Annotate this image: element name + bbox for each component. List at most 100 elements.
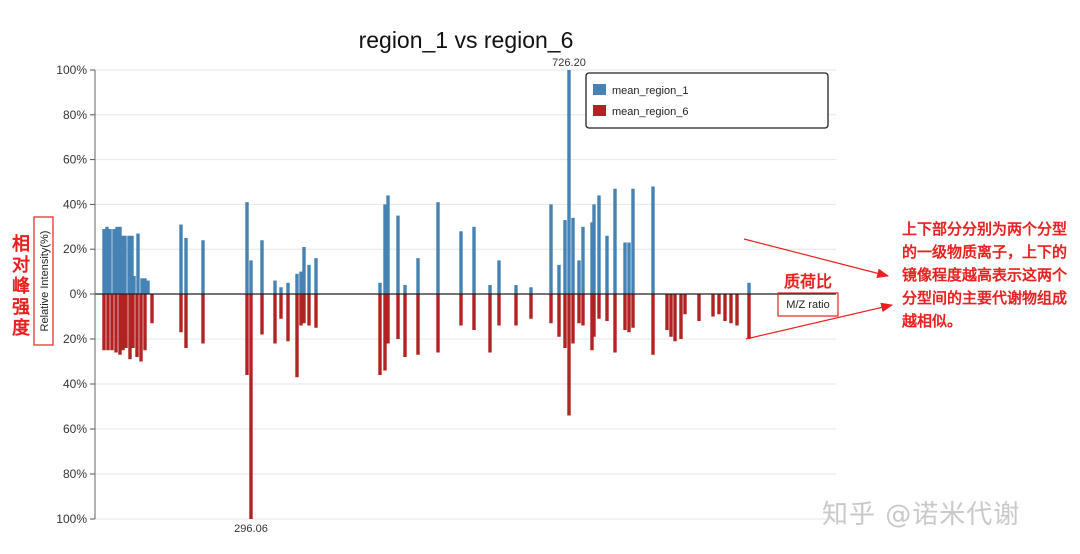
bar-region-6 <box>314 294 318 328</box>
bar-region-6 <box>679 294 683 339</box>
bar-region-6 <box>567 294 571 416</box>
bar-region-6 <box>139 294 143 362</box>
bar-region-6 <box>386 294 390 344</box>
bar-region-6 <box>131 294 135 348</box>
bar-region-1 <box>436 202 440 294</box>
bar-region-1 <box>279 287 283 294</box>
bar-region-1 <box>314 258 318 294</box>
bar-region-6 <box>651 294 655 355</box>
y-axis-cn-annotation: 相对峰强度 <box>12 234 30 339</box>
legend: mean_region_1 mean_region_6 <box>585 72 829 129</box>
bar-region-1 <box>488 285 492 294</box>
chart-title: region_1 vs region_6 <box>359 27 574 53</box>
bar-region-6 <box>488 294 492 353</box>
bar-region-6 <box>128 294 132 360</box>
bar-region-6 <box>631 294 635 328</box>
bar-region-6 <box>717 294 721 315</box>
bar-region-1 <box>403 285 407 294</box>
bar-region-6 <box>416 294 420 355</box>
bar-region-1 <box>529 287 533 294</box>
bar-region-6 <box>590 294 594 351</box>
bar-region-1 <box>249 260 253 294</box>
peak-label: 726.20 <box>552 57 586 69</box>
bar-region-6 <box>135 294 139 357</box>
bar-region-6 <box>623 294 627 330</box>
arrow-to-upper <box>743 238 890 278</box>
bar-region-6 <box>549 294 553 324</box>
bar-region-6 <box>581 294 585 326</box>
bar-region-6 <box>597 294 601 319</box>
bar-region-1 <box>123 235 127 294</box>
bar-region-1 <box>115 226 119 294</box>
bar-region-6 <box>673 294 677 342</box>
bar-region-6 <box>592 294 596 337</box>
y-tick-label: 60% <box>63 422 87 436</box>
bar-region-6 <box>302 294 306 324</box>
bar-region-6 <box>735 294 739 326</box>
bar-region-6 <box>118 294 122 355</box>
peak-label: 296.06 <box>234 523 268 535</box>
bar-region-1 <box>378 282 382 294</box>
y-tick-label: 40% <box>63 377 87 391</box>
bar-region-6 <box>279 294 283 319</box>
xlabel-box <box>777 292 839 317</box>
bar-region-1 <box>581 226 585 294</box>
ylabel-box <box>33 216 54 346</box>
bar-region-6 <box>179 294 183 333</box>
y-tick-label: 100% <box>56 512 87 526</box>
y-tick-label: 80% <box>63 108 87 122</box>
x-axis-label: M/Z ratio <box>786 299 829 311</box>
bar-region-1 <box>179 224 183 294</box>
legend-label-region-6: mean_region_6 <box>612 106 688 118</box>
bar-region-1 <box>597 195 601 294</box>
y-tick-label: 80% <box>63 467 87 481</box>
bar-region-6 <box>124 294 128 348</box>
bar-region-6 <box>295 294 299 378</box>
bar-region-1 <box>245 202 249 294</box>
bar-region-6 <box>665 294 669 330</box>
bar-region-1 <box>563 220 567 294</box>
legend-swatch-region-1 <box>593 84 606 95</box>
bar-region-6 <box>529 294 533 319</box>
bar-region-6 <box>396 294 400 339</box>
bar-region-1 <box>299 271 303 294</box>
bar-region-6 <box>459 294 463 326</box>
bar-region-1 <box>396 215 400 294</box>
bar-region-1 <box>416 258 420 294</box>
bar-region-1 <box>295 273 299 294</box>
bar-region-6 <box>436 294 440 353</box>
bar-region-1 <box>613 188 617 294</box>
bar-region-1 <box>747 282 751 294</box>
legend-swatch-region-6 <box>593 105 606 116</box>
bar-region-1 <box>201 240 205 294</box>
bar-region-6 <box>514 294 518 326</box>
bar-region-6 <box>403 294 407 357</box>
bar-region-1 <box>631 188 635 294</box>
bar-region-1 <box>623 242 627 294</box>
bar-region-6 <box>613 294 617 353</box>
bar-region-1 <box>459 231 463 294</box>
bar-region-6 <box>472 294 476 330</box>
bar-region-6 <box>114 294 118 353</box>
bar-region-1 <box>386 195 390 294</box>
bar-region-1 <box>102 229 106 294</box>
bar-region-1 <box>143 278 147 294</box>
bar-region-6 <box>201 294 205 344</box>
bar-region-1 <box>605 235 609 294</box>
bar-region-1 <box>132 276 136 294</box>
watermark: 知乎 @诺米代谢 <box>822 500 1021 530</box>
bar-region-1 <box>651 186 655 294</box>
bar-region-6 <box>249 294 253 519</box>
explanation-annotation: 上下部分分别为两个分型的一级物质离子，上下的镜像程度越高表示这两个分型间的主要代… <box>902 220 1068 330</box>
y-tick-label: 0% <box>70 287 88 301</box>
bar-region-1 <box>260 240 264 294</box>
bar-region-6 <box>605 294 609 321</box>
bar-region-6 <box>245 294 249 375</box>
bar-region-1 <box>514 285 518 294</box>
y-tick-label: 20% <box>63 242 87 256</box>
bar-region-1 <box>590 222 594 294</box>
legend-label-region-1: mean_region_1 <box>612 85 688 97</box>
x-axis-cn-annotation: 质荷比 <box>784 272 833 291</box>
peak-labels: 726.20 296.06 <box>234 57 586 535</box>
